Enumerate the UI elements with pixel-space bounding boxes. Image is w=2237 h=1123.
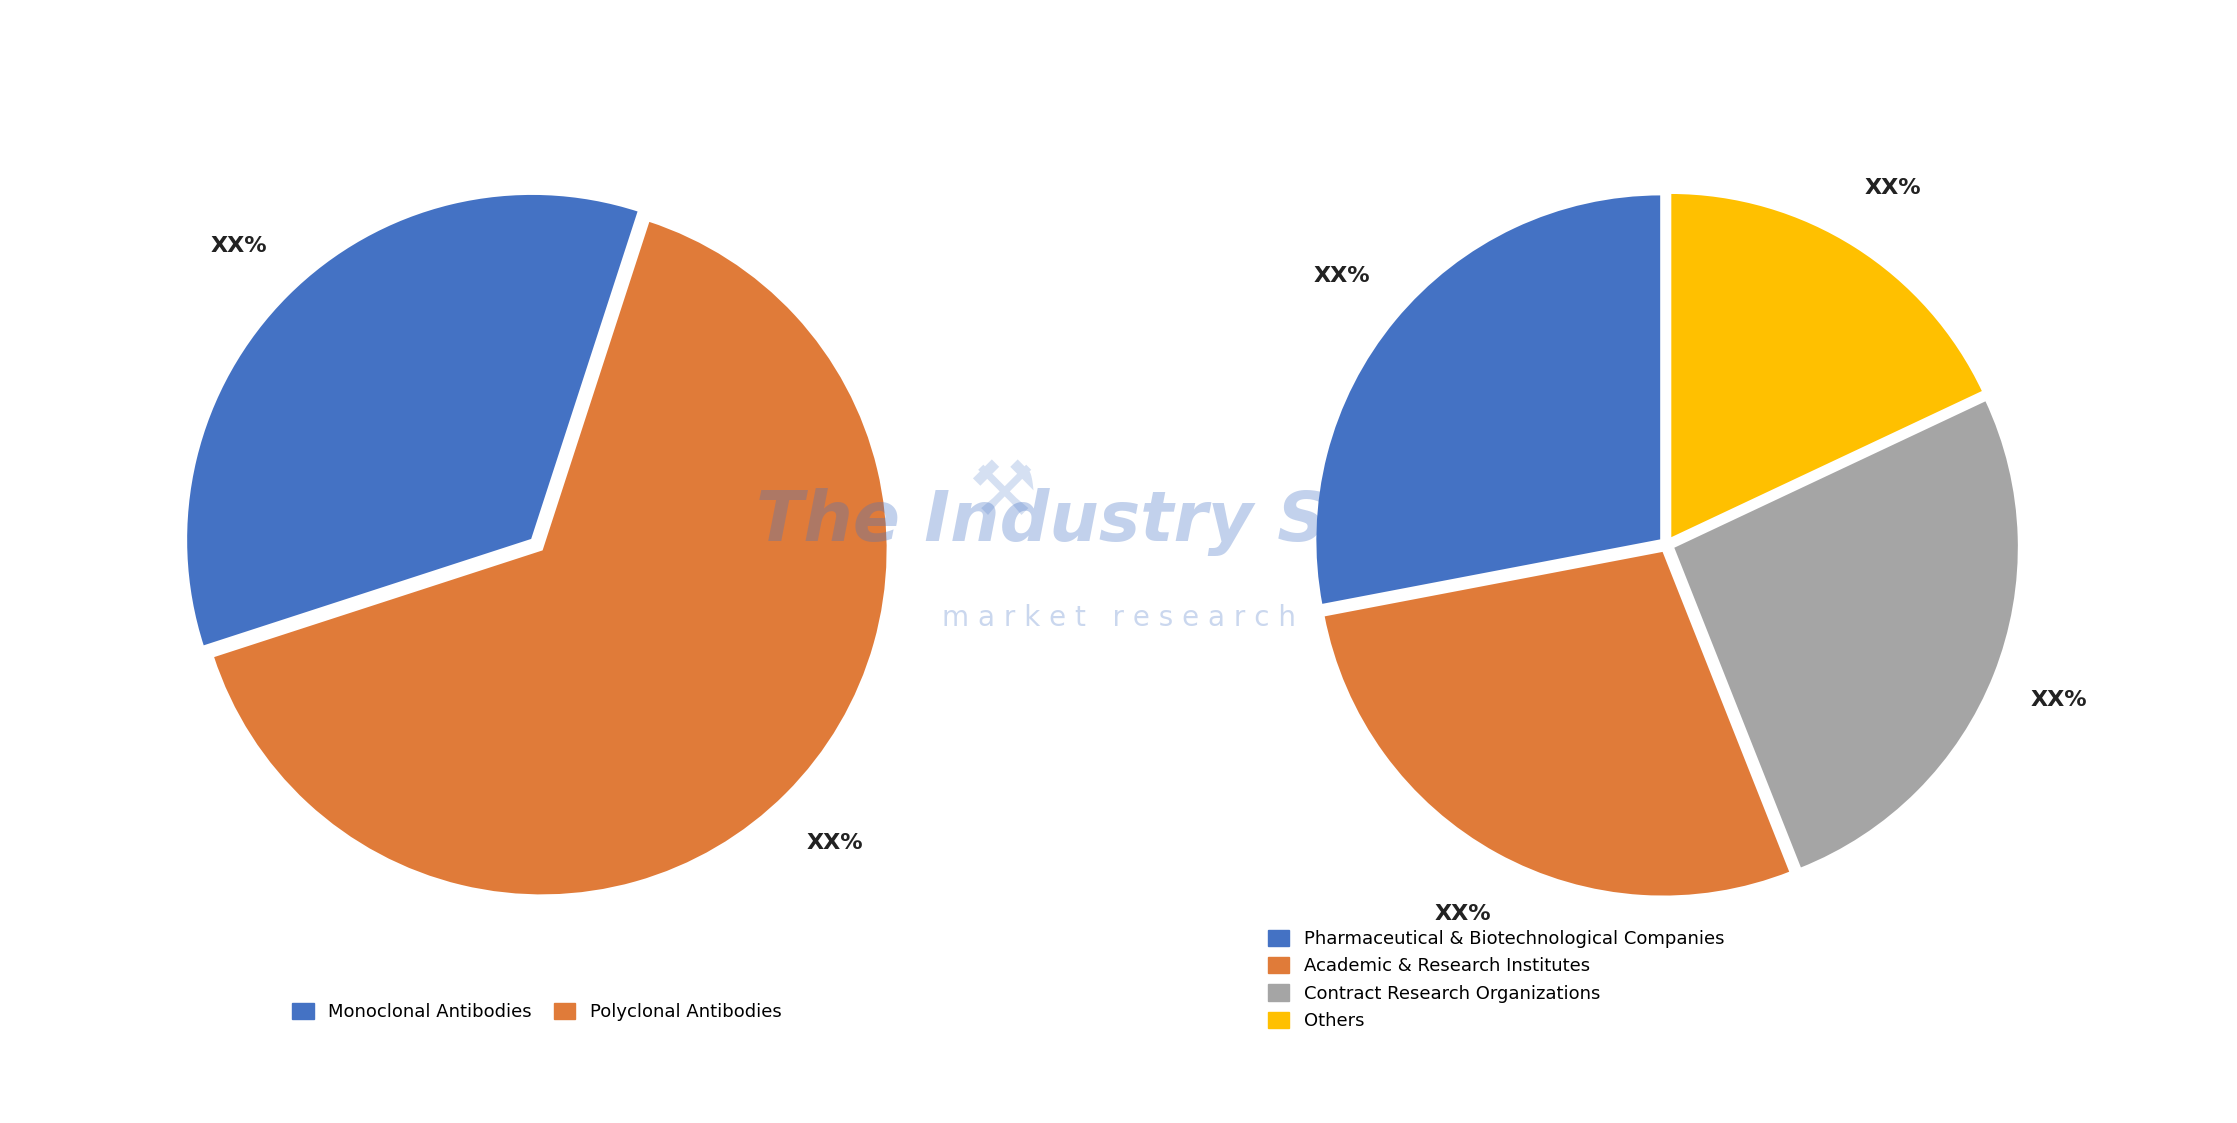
Text: XX%: XX%	[1434, 904, 1492, 924]
Wedge shape	[1315, 194, 1662, 605]
Text: Website: www.theindustrystats.com: Website: www.theindustrystats.com	[1843, 1071, 2210, 1090]
Wedge shape	[1671, 193, 1984, 539]
Text: The Industry Stats: The Industry Stats	[756, 489, 1481, 556]
Text: XX%: XX%	[2031, 690, 2087, 710]
Text: XX%: XX%	[1863, 179, 1922, 199]
Text: m a r k e t   r e s e a r c h: m a r k e t r e s e a r c h	[942, 604, 1295, 631]
Text: Email: sales@theindustrystats.com: Email: sales@theindustrystats.com	[942, 1071, 1295, 1090]
Text: XX%: XX%	[808, 833, 863, 853]
Legend: Pharmaceutical & Biotechnological Companies, Academic & Research Institutes, Con: Pharmaceutical & Biotechnological Compan…	[1259, 923, 1731, 1038]
Wedge shape	[213, 220, 888, 895]
Legend: Monoclonal Antibodies, Polyclonal Antibodies: Monoclonal Antibodies, Polyclonal Antibo…	[284, 996, 790, 1029]
Text: Fig. Global Primary Antibody Market Share by Product Types & Application: Fig. Global Primary Antibody Market Shar…	[27, 37, 1199, 64]
Text: XX%: XX%	[210, 236, 266, 256]
Text: ⚒: ⚒	[969, 457, 1036, 531]
Wedge shape	[186, 194, 640, 647]
Wedge shape	[1673, 400, 2018, 869]
Text: XX%: XX%	[1313, 266, 1369, 285]
Text: Source: Theindustrystats Analysis: Source: Theindustrystats Analysis	[27, 1071, 371, 1090]
Wedge shape	[1324, 550, 1790, 896]
